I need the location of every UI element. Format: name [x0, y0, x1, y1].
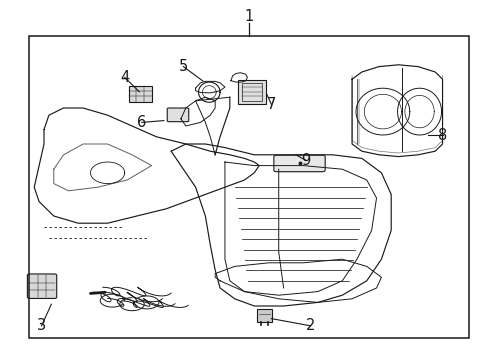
Bar	[128, 86, 152, 102]
Text: 3: 3	[37, 318, 46, 333]
Text: 8: 8	[437, 127, 446, 143]
Bar	[257, 309, 271, 322]
Text: 6: 6	[137, 115, 146, 130]
FancyBboxPatch shape	[27, 274, 57, 298]
Text: 4: 4	[120, 70, 129, 85]
FancyBboxPatch shape	[273, 155, 325, 172]
Bar	[241, 83, 262, 101]
Bar	[29, 36, 468, 338]
FancyBboxPatch shape	[167, 108, 188, 122]
Text: 2: 2	[305, 318, 315, 333]
Text: 5: 5	[179, 59, 187, 74]
Text: 7: 7	[266, 97, 276, 112]
Text: 1: 1	[244, 9, 253, 24]
Bar	[237, 80, 265, 104]
Text: 9: 9	[301, 153, 309, 168]
